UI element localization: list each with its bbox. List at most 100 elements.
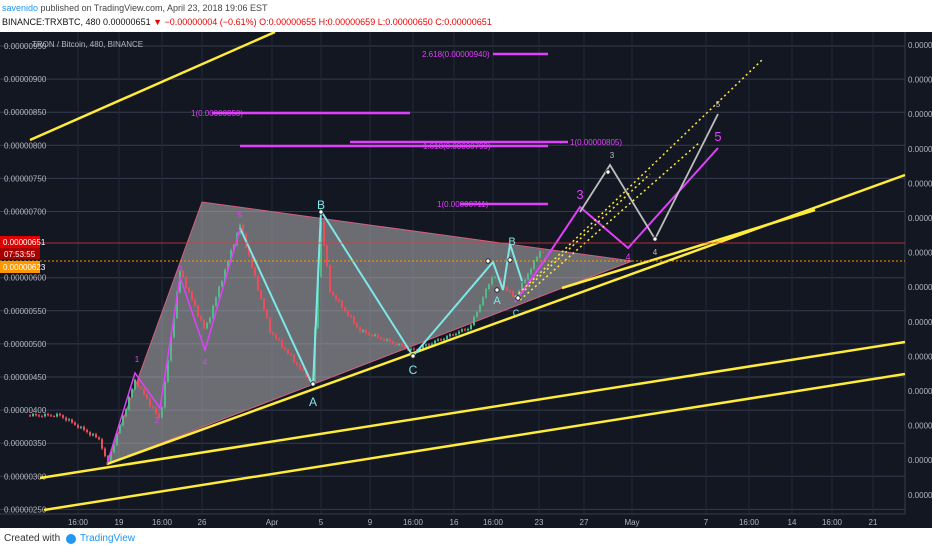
candle-body [521, 282, 523, 291]
candle-body [158, 413, 160, 418]
candle-body [74, 422, 76, 425]
candle-body [275, 334, 277, 339]
candle-body [305, 370, 307, 378]
candle-body [125, 409, 127, 416]
wave-impulse-magenta [106, 228, 241, 465]
x-tick-label: 21 [869, 518, 878, 527]
candle-body [116, 432, 118, 446]
candle-body [290, 353, 292, 356]
candle-body [284, 347, 286, 350]
candle-body [170, 337, 172, 361]
x-tick-label: 16:00 [68, 518, 89, 527]
candle-body [251, 256, 253, 268]
candle-body [269, 318, 271, 333]
x-tick-label: 16:00 [739, 518, 760, 527]
candle-body [380, 337, 382, 340]
candle-body [413, 348, 415, 350]
fib-target-label: 2.618(0.00000940) [422, 50, 490, 59]
candle-body [32, 414, 34, 416]
wave-label: A [493, 295, 501, 307]
candle-body [263, 298, 265, 310]
wave-label: 4 [625, 252, 630, 262]
candle-body [188, 287, 190, 292]
candle-body [377, 334, 379, 338]
candle-body [464, 329, 466, 331]
candle-body [287, 349, 289, 354]
candle-body [323, 221, 325, 246]
candle-body [47, 413, 49, 416]
candle-body [353, 316, 355, 324]
candle-body [482, 297, 484, 306]
candle-body [209, 317, 211, 324]
chart-svg: 0.00000950 0.00000900 0.00000850 0.00000800… [0, 32, 932, 527]
candle-body [368, 333, 370, 335]
y-tick-label-right: 0.0000 [908, 249, 932, 258]
dotted-channel [514, 59, 763, 298]
candle-body [500, 278, 502, 284]
candle-body [257, 275, 259, 291]
candle-body [374, 334, 376, 336]
tradingview-link[interactable]: TradingView [80, 533, 136, 544]
candle-body [332, 291, 334, 296]
y-tick-label-right: 0.0000 [908, 352, 932, 361]
wave-projection-gray [579, 113, 719, 241]
candle-body [527, 273, 529, 280]
chart-area[interactable]: 0.00000950 0.00000900 0.00000850 0.00000800… [0, 32, 932, 528]
y-tick-label-right: 0.0000 [908, 214, 932, 223]
y-tick-label-right: 0.0000 [908, 76, 932, 85]
x-tick-label: 9 [368, 518, 373, 527]
candle-body [206, 323, 208, 329]
y-tick-label-right: 0.0000 [908, 179, 932, 188]
candle-body [119, 425, 121, 433]
dotted-price-label: 0.00000623 [3, 263, 46, 272]
y-tick-label-right: 0.0000 [908, 456, 932, 465]
x-tick-label: 16 [450, 518, 459, 527]
candle-body [479, 305, 481, 312]
candle-body [371, 334, 373, 336]
candle-body [110, 452, 112, 462]
candle-body [422, 345, 424, 349]
fib-target-label: 1.618(0.00000799) [423, 142, 491, 151]
price-change: ▼ −0.00000004 (−0.61%) [153, 17, 257, 27]
chart-title: TRON / Bitcoin, 480, BINANCE [32, 40, 143, 49]
fib-target-label: 1(0.00000850) [191, 109, 243, 118]
candle-body [41, 416, 43, 418]
candle-body [56, 413, 58, 417]
candle-body [254, 267, 256, 276]
wave-label: C [513, 308, 520, 318]
x-tick-label: 23 [535, 518, 544, 527]
candle-body [143, 388, 145, 395]
candle-body [131, 389, 133, 397]
candle-body [296, 362, 298, 365]
candle-body [86, 429, 88, 433]
wave-label: 3 [178, 265, 183, 274]
trendline [43, 372, 906, 512]
x-tick-label: 19 [115, 518, 124, 527]
x-tick-label: 16:00 [403, 518, 424, 527]
trendline [561, 208, 816, 290]
pivot-marker [410, 353, 416, 359]
candle-body [248, 247, 250, 257]
candle-body [335, 295, 337, 300]
candle-body [443, 338, 445, 340]
candle-body [155, 407, 157, 414]
trendline [39, 340, 906, 480]
x-tick-label: 5 [319, 518, 324, 527]
candle-body [389, 339, 391, 342]
last-price-badge [0, 236, 40, 248]
candle-body [431, 343, 433, 345]
footer: Created with TradingView [0, 528, 932, 550]
wave-label: A [309, 395, 317, 409]
candle-body [146, 394, 148, 399]
pivot-marker [515, 295, 521, 301]
candle-body [461, 329, 463, 332]
x-tick-label: 14 [788, 518, 797, 527]
candle-body [98, 437, 100, 440]
author-link[interactable]: savenido [2, 3, 39, 13]
candle-body [383, 339, 385, 341]
wave-label: 1 [135, 355, 140, 364]
candle-body [410, 348, 412, 350]
candle-body [293, 355, 295, 363]
candle-body [197, 305, 199, 317]
y-tick-label: 0.00000450 [4, 373, 47, 382]
